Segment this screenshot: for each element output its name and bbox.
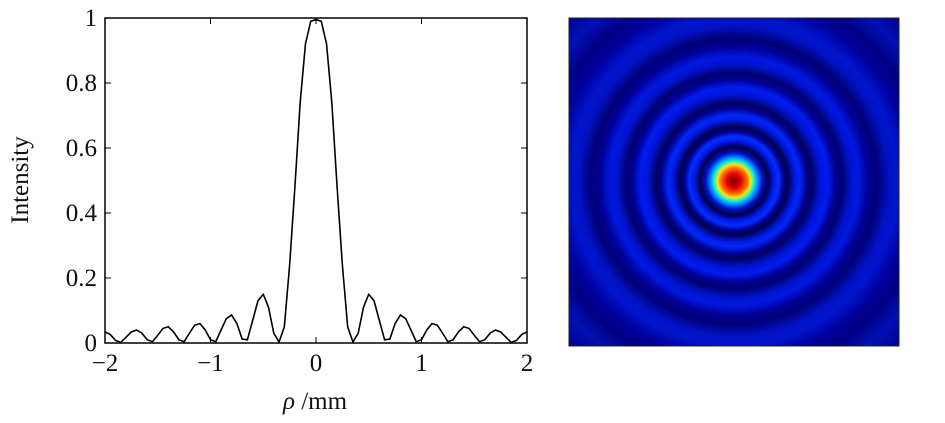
heatmap-rings bbox=[569, 18, 899, 346]
y-tick-label: 0.8 bbox=[66, 70, 97, 97]
y-axis-label: Intensity bbox=[7, 136, 34, 224]
intensity-profile-chart: −2 −1 0 1 2 0 0.2 0.4 0.6 0.8 1 ρ /mm Intensity bbox=[7, 5, 533, 415]
y-tick-label: 0 bbox=[85, 330, 98, 357]
x-tick-label: 2 bbox=[521, 350, 534, 377]
x-tick-label: −1 bbox=[197, 350, 224, 377]
y-tick-label: 0.2 bbox=[66, 265, 97, 292]
x-tick-label: 0 bbox=[310, 350, 323, 377]
x-tick-label: −2 bbox=[92, 350, 119, 377]
x-axis: −2 −1 0 1 2 bbox=[92, 18, 534, 377]
heatmap-frame bbox=[568, 17, 900, 347]
y-tick-label: 0.4 bbox=[66, 200, 98, 227]
y-axis: 0 0.2 0.4 0.6 0.8 1 bbox=[66, 5, 527, 357]
radial-intensity-heatmap bbox=[568, 17, 900, 347]
y-tick-label: 0.6 bbox=[66, 135, 97, 162]
y-tick-label: 1 bbox=[85, 5, 98, 32]
plot-area-frame bbox=[104, 17, 528, 344]
intensity-curve bbox=[104, 18, 528, 344]
x-axis-label: ρ /mm bbox=[282, 388, 348, 415]
x-tick-label: 1 bbox=[415, 350, 428, 377]
